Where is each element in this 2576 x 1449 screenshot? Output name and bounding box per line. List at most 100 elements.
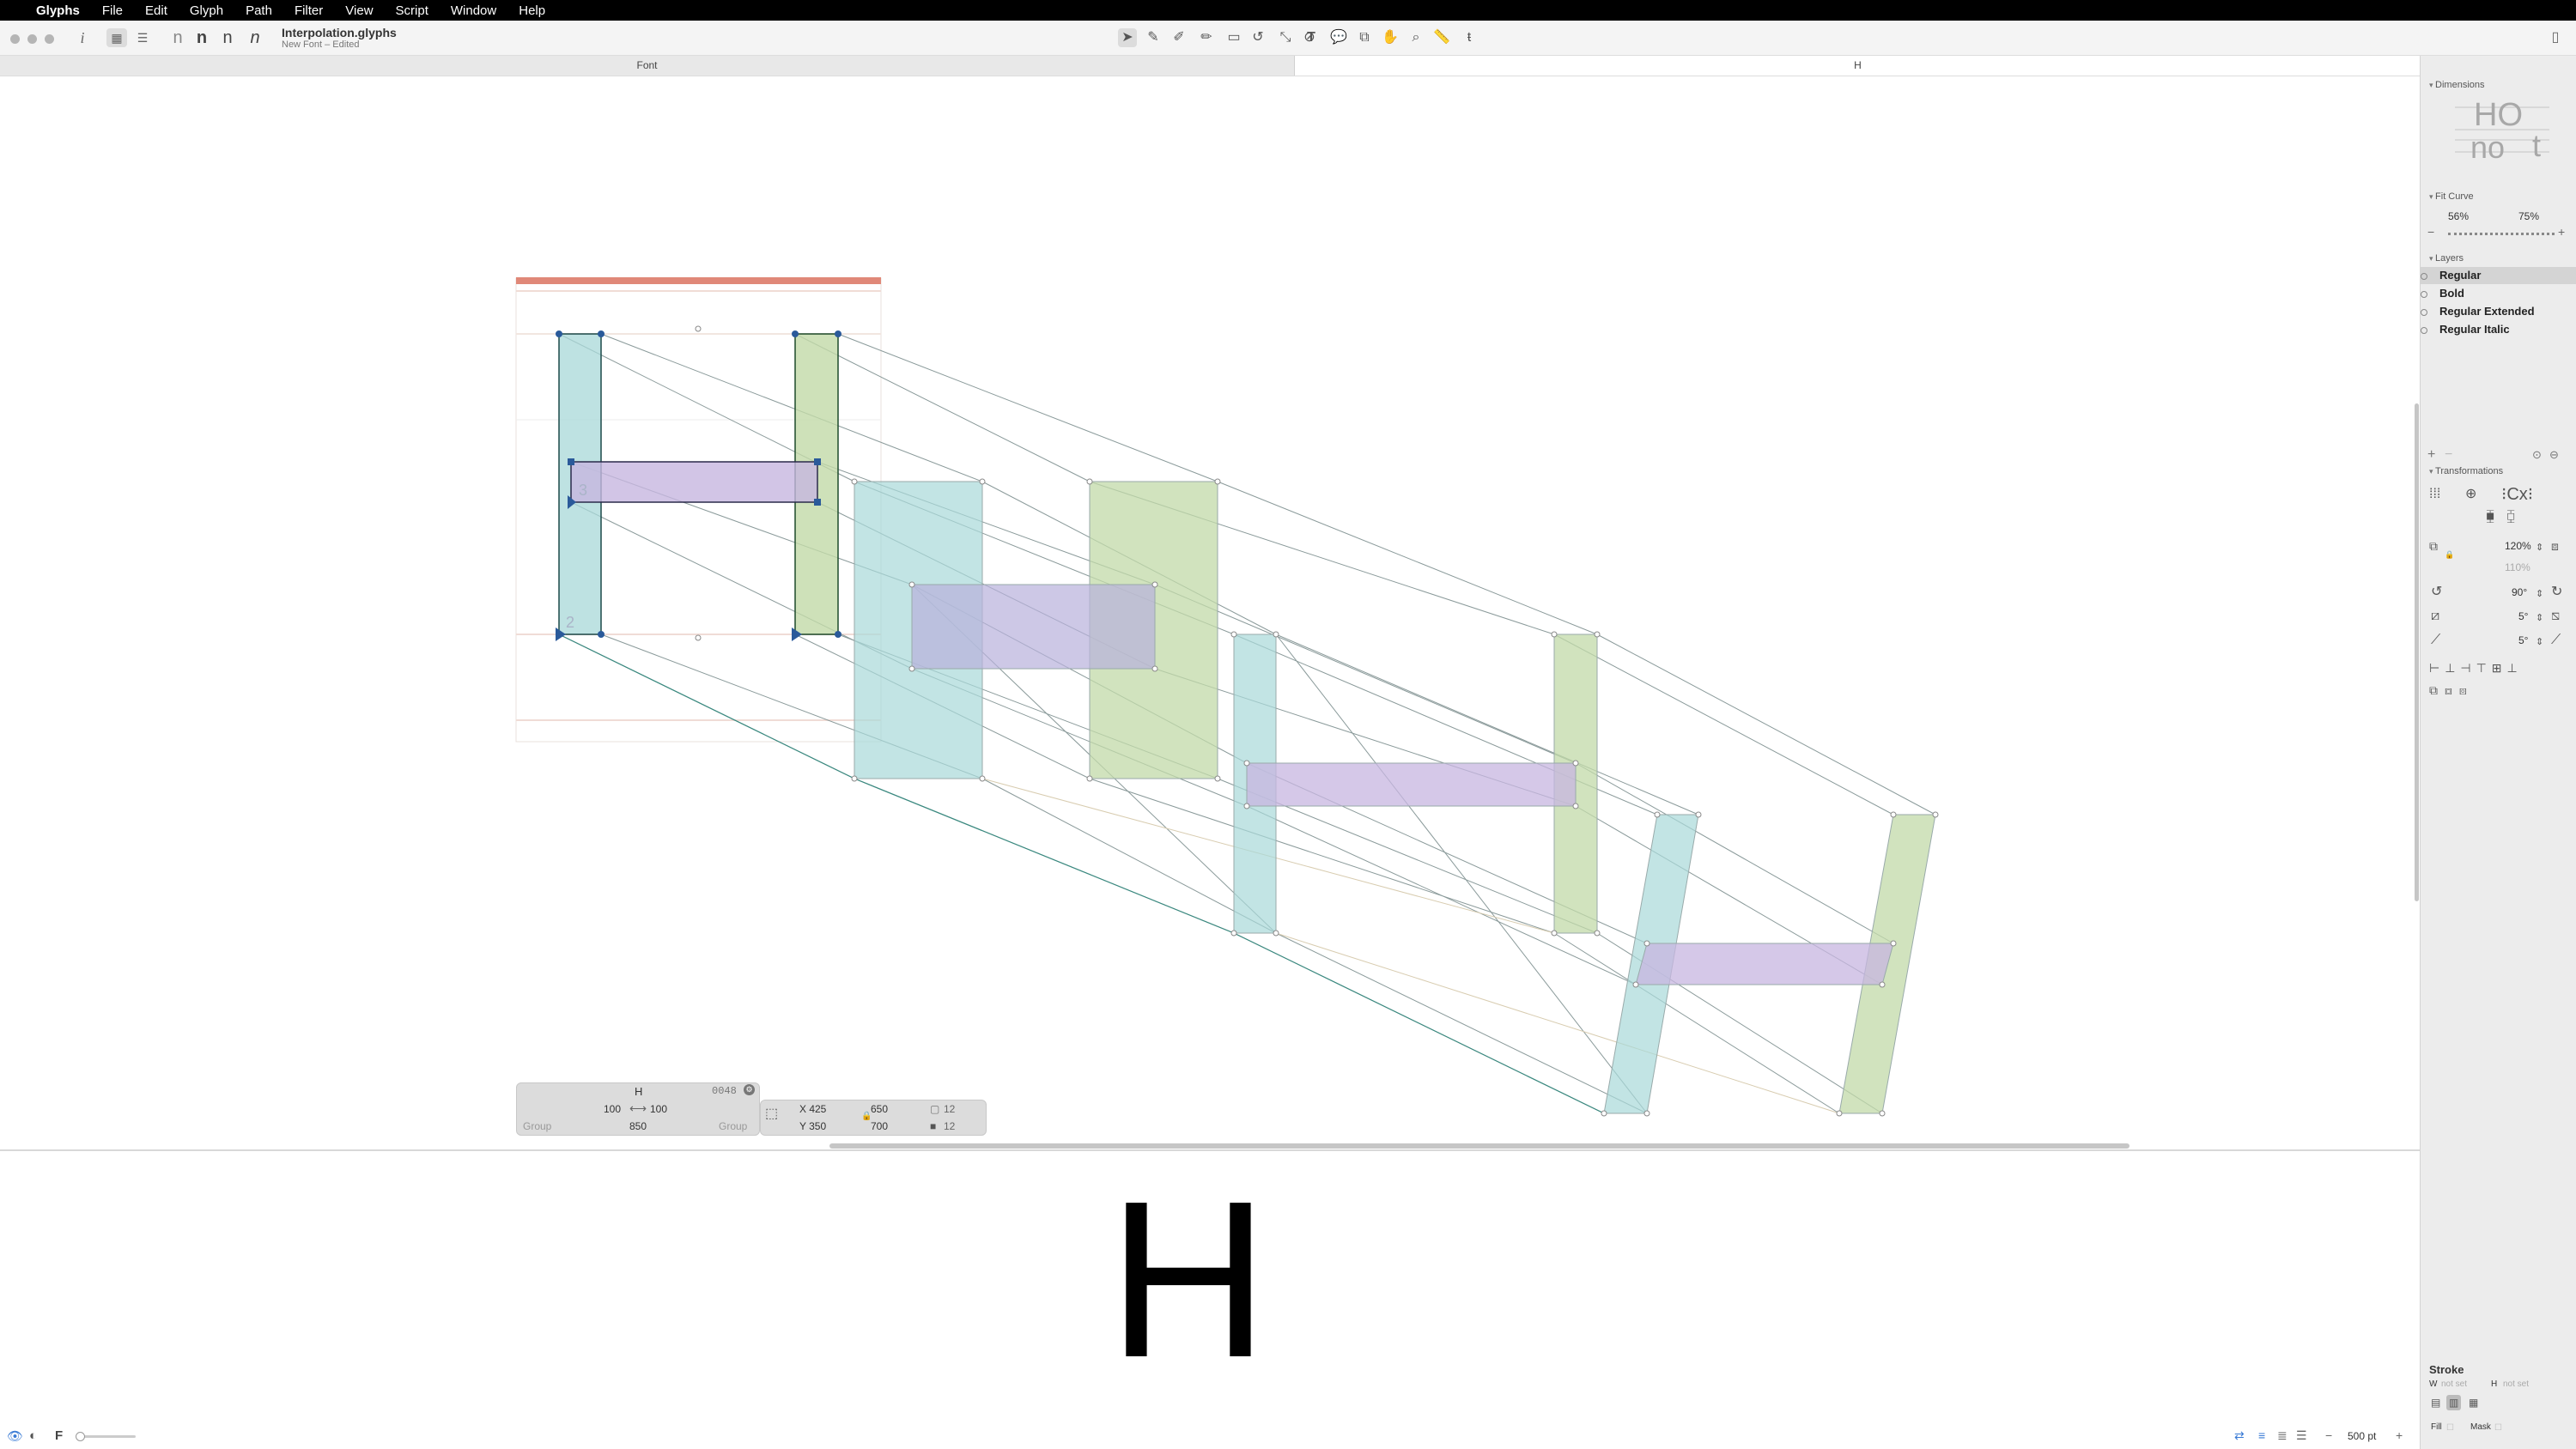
transformations-header[interactable]: Transformations	[2429, 466, 2503, 476]
fit-curve-header[interactable]: Fit Curve	[2429, 191, 2474, 202]
zoom-out-icon[interactable]: −	[2325, 1428, 2333, 1442]
stroke-cap-square-icon[interactable]: ▦	[2469, 1397, 2479, 1409]
rectangle-tool-icon[interactable]: ▭	[1227, 30, 1241, 45]
zoom-tool-icon[interactable]: ⌕	[1412, 30, 1420, 45]
slant-a-value[interactable]: 5°	[2518, 610, 2529, 622]
eye-icon[interactable]: 👁	[7, 1429, 24, 1444]
rotate-icon[interactable]: ↺	[2431, 585, 2443, 599]
stroke-fill-checkbox[interactable]: ☐	[2446, 1423, 2454, 1433]
layer-regular-extended[interactable]: Regular Extended	[2421, 303, 2576, 320]
preview-slider[interactable]	[76, 1435, 136, 1438]
slant-b-apply-icon[interactable]: ⟋	[2551, 633, 2561, 647]
font-label[interactable]: F	[55, 1428, 64, 1443]
stroke-cap-round-icon[interactable]: ▥	[2446, 1395, 2462, 1410]
window-close-button[interactable]	[10, 34, 20, 44]
menu-file[interactable]: File	[101, 3, 124, 18]
fit-curve-slider[interactable]: − +	[2427, 225, 2570, 239]
menu-help[interactable]: Help	[519, 3, 546, 18]
scale-icon[interactable]: ⧉	[2429, 539, 2438, 553]
stroke-h-value[interactable]: not set	[2503, 1379, 2530, 1389]
menu-path[interactable]: Path	[246, 3, 272, 18]
align-objects-icons[interactable]: ⊢⊥⊣⊤⊞⊥	[2429, 661, 2523, 675]
vertical-scrollbar[interactable]	[2415, 403, 2419, 901]
slant-a-stepper-icon[interactable]: ⇕	[2536, 613, 2544, 623]
link-metrics-icon[interactable]: ⟷	[629, 1101, 647, 1115]
sample-glyph-1[interactable]: n	[173, 28, 183, 47]
fit-curve-minus-icon[interactable]: −	[2427, 225, 2435, 239]
info-group-right[interactable]: Group	[719, 1120, 748, 1132]
list-view-icon[interactable]: ☰	[137, 31, 149, 45]
align-right-icon[interactable]: ≣	[2277, 1428, 2287, 1442]
text-metrics-tool-icon[interactable]: ŧ	[1467, 30, 1472, 45]
menu-view[interactable]: View	[345, 3, 374, 18]
preview-size[interactable]: 500 pt	[2348, 1430, 2377, 1442]
scale-y-value[interactable]: 110%	[2505, 561, 2530, 573]
layer-regular[interactable]: Regular	[2421, 267, 2576, 284]
lock-icon[interactable]: 🔒	[861, 1112, 872, 1121]
stroke-w-value[interactable]: not set	[2441, 1379, 2468, 1389]
info-glyph-name[interactable]: H	[635, 1085, 643, 1098]
layer-delete-icon[interactable]: ⊖	[2549, 448, 2559, 461]
menu-window[interactable]: Window	[450, 3, 497, 18]
info-h[interactable]: 700	[871, 1120, 889, 1132]
slant-a-apply-icon[interactable]: ⧅	[2551, 609, 2561, 623]
zoom-in-icon[interactable]: +	[2396, 1428, 2403, 1442]
fit-curve-right[interactable]: 75%	[2518, 210, 2540, 222]
info-group-left[interactable]: Group	[523, 1120, 552, 1132]
menu-edit[interactable]: Edit	[145, 3, 167, 18]
sidebar-toggle-icon[interactable]: ▯	[2551, 30, 2560, 45]
remove-layer-icon[interactable]: −	[2445, 447, 2453, 462]
origin-icon[interactable]: ⊕	[2465, 487, 2477, 501]
sample-glyph-2[interactable]: n	[196, 28, 208, 47]
scale-x-value[interactable]: 120%	[2505, 540, 2531, 552]
slant-b-stepper-icon[interactable]: ⇕	[2536, 637, 2544, 647]
master-regular-outline[interactable]	[558, 333, 839, 635]
grid-view-icon[interactable]: ▦	[106, 28, 127, 47]
layers-header[interactable]: Layers	[2429, 253, 2464, 264]
knife-tool-icon[interactable]: ⊘	[1303, 30, 1315, 45]
menu-script[interactable]: Script	[395, 3, 428, 18]
flip-horizontal-icon[interactable]: ⧯	[2486, 509, 2495, 524]
contrast-icon[interactable]: ◐	[29, 1428, 38, 1443]
info-unicode[interactable]: 0048	[712, 1085, 737, 1097]
info-width[interactable]: 850	[629, 1120, 647, 1132]
dimensions-header[interactable]: Dimensions	[2429, 80, 2484, 90]
justify-icon[interactable]: ☰	[2296, 1428, 2307, 1442]
fit-curve-plus-icon[interactable]: +	[2558, 225, 2566, 239]
rotate-tool-icon[interactable]: ↺	[1252, 30, 1264, 45]
boolean-ops-icons[interactable]: ⧉⧈⧇	[2429, 683, 2474, 697]
align-grid-icon[interactable]: ⁞⁞⁞	[2429, 487, 2441, 501]
flip-vertical-icon[interactable]: ⧮	[2506, 509, 2516, 524]
scale-stepper-icon[interactable]: ⇕	[2536, 543, 2544, 553]
measure-tool-icon[interactable]: 📏	[1433, 30, 1450, 45]
window-minimize-button[interactable]	[27, 34, 37, 44]
sample-glyph-3[interactable]: n	[222, 28, 233, 47]
horizontal-scrollbar[interactable]	[829, 1143, 2129, 1149]
select-tool-icon[interactable]: ➤	[1118, 28, 1137, 47]
menu-glyph[interactable]: Glyph	[189, 3, 224, 18]
layer-options-icon[interactable]: ⊙	[2532, 448, 2542, 461]
text-tool-icon[interactable]: T	[1307, 30, 1315, 45]
fit-curve-left[interactable]: 56%	[2448, 210, 2470, 222]
info-rsb[interactable]: 100	[650, 1103, 668, 1115]
add-layer-icon[interactable]: +	[2427, 447, 2436, 462]
layer-bold[interactable]: Bold	[2421, 285, 2576, 302]
tab-font[interactable]: Font	[0, 56, 1295, 76]
slant-b-value[interactable]: 5°	[2518, 634, 2529, 646]
annotation-tool-icon[interactable]: 💬	[1330, 30, 1347, 45]
metric-origin-icon[interactable]: ⁝Cx⁝	[2501, 485, 2534, 504]
brush-tool-icon[interactable]: ✏	[1200, 30, 1212, 45]
edit-canvas[interactable]: 3 2	[0, 76, 2420, 1149]
rotate-apply-icon[interactable]: ↻	[2551, 585, 2563, 599]
info-icon[interactable]: i	[80, 29, 85, 46]
master-regular-nodes[interactable]	[556, 330, 841, 641]
slant-icon[interactable]: ⧄	[2431, 609, 2440, 623]
rotate-value[interactable]: 90°	[2512, 586, 2528, 598]
text-direction-icon[interactable]: ⇄	[2234, 1428, 2245, 1442]
align-left-icon[interactable]: ≡	[2258, 1428, 2266, 1442]
preview-slider-knob[interactable]	[76, 1432, 85, 1441]
preview-divider[interactable]	[0, 1149, 2420, 1151]
menu-filter[interactable]: Filter	[294, 3, 324, 18]
pencil-tool-icon[interactable]: ✐	[1173, 30, 1185, 45]
draw-tool-icon[interactable]: ✎	[1147, 30, 1159, 45]
